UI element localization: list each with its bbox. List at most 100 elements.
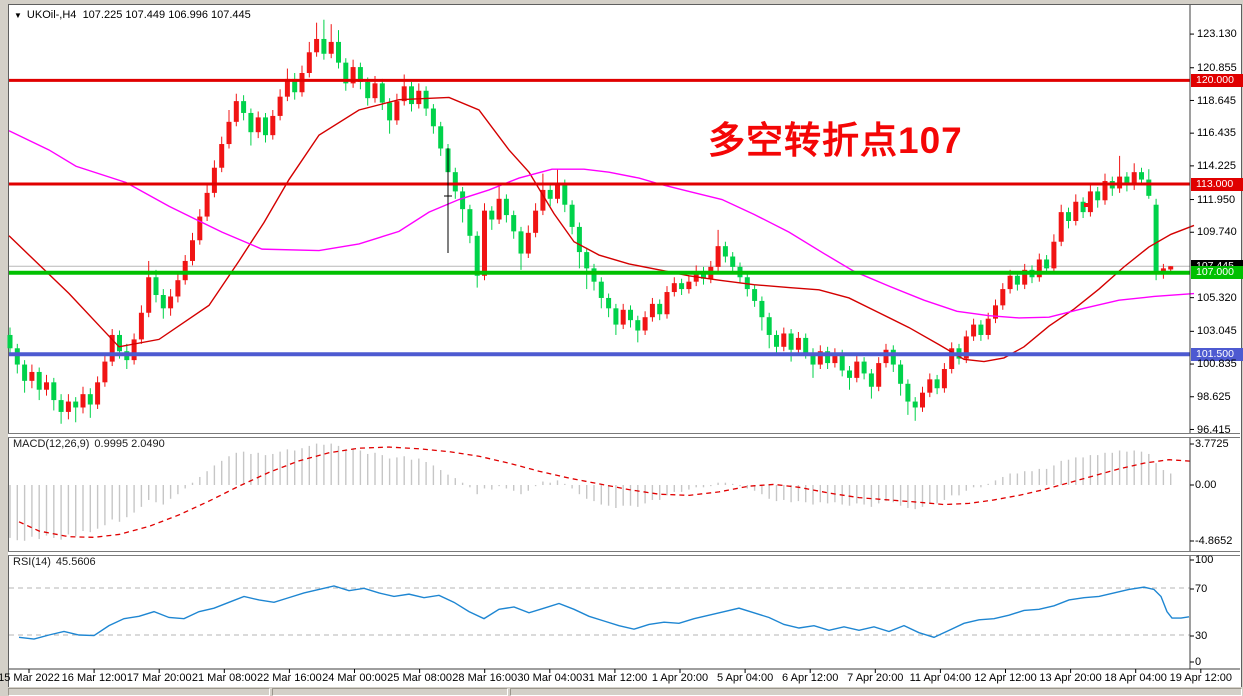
candle-body-up[interactable] <box>795 337 801 350</box>
candle-body-down[interactable] <box>73 401 79 408</box>
candle-body-up[interactable] <box>1051 241 1057 269</box>
candle-body-up[interactable] <box>350 67 356 84</box>
candle-body-down[interactable] <box>839 354 845 371</box>
candle-body-up[interactable] <box>949 348 955 369</box>
candle-body-up[interactable] <box>65 401 71 412</box>
candle-body-down[interactable] <box>635 320 641 331</box>
candle-body-up[interactable] <box>226 121 232 145</box>
candle-body-up[interactable] <box>168 296 174 309</box>
candle-body-down[interactable] <box>628 309 633 321</box>
time-axis-label[interactable]: 13 Apr 20:00 <box>1039 672 1102 684</box>
chart-canvas[interactable] <box>7 4 1242 688</box>
candle-body-down[interactable] <box>890 349 896 365</box>
candle-body-up[interactable] <box>1036 259 1042 278</box>
time-axis-label[interactable]: 28 Mar 16:00 <box>452 672 518 684</box>
candle-body-down[interactable] <box>241 101 247 113</box>
candle-body-up[interactable] <box>854 361 860 378</box>
candle-body-up[interactable] <box>204 192 210 217</box>
candle-body-down[interactable] <box>898 364 904 384</box>
candle-body-up[interactable] <box>416 90 422 105</box>
candle-body-down[interactable] <box>321 38 327 54</box>
candle-body-up[interactable] <box>832 354 838 364</box>
candle-body-up[interactable] <box>1022 269 1028 285</box>
candle-body-down[interactable] <box>248 112 254 133</box>
candle-body-down[interactable] <box>803 337 809 353</box>
candle-body-up[interactable] <box>306 52 312 73</box>
candle-body-up[interactable] <box>496 198 502 220</box>
candle-body-down[interactable] <box>810 352 816 365</box>
candle-body-down[interactable] <box>861 361 867 374</box>
candle-body-down[interactable] <box>14 348 20 365</box>
candle-body-up[interactable] <box>664 292 670 315</box>
candle-body-down[interactable] <box>160 295 166 309</box>
candle-body-down[interactable] <box>387 102 393 121</box>
ma-fast-line[interactable] <box>8 96 1195 363</box>
pane-splitter-macd-rsi[interactable] <box>8 551 1240 556</box>
candle-body-up[interactable] <box>817 351 823 365</box>
pane-splitter-main-macd[interactable] <box>8 433 1240 438</box>
candle-body-up[interactable] <box>963 336 969 359</box>
candle-body-down[interactable] <box>503 198 509 216</box>
time-axis-label[interactable]: 31 Mar 12:00 <box>582 672 648 684</box>
candle-body-up[interactable] <box>920 392 925 408</box>
candle-body-down[interactable] <box>474 235 480 276</box>
candle-body-down[interactable] <box>591 268 597 282</box>
candle-body-down[interactable] <box>58 400 64 412</box>
candle-body-down[interactable] <box>153 277 159 295</box>
candle-body-down[interactable] <box>343 62 349 84</box>
time-axis-label[interactable]: 1 Apr 20:00 <box>651 672 709 684</box>
candle-body-up[interactable] <box>555 184 560 199</box>
candle-body-down[interactable] <box>584 252 590 269</box>
candle-body-down[interactable] <box>22 364 28 381</box>
candle-body-down[interactable] <box>357 67 363 82</box>
candle-body-down[interactable] <box>1014 275 1020 285</box>
candle-body-down[interactable] <box>569 204 575 227</box>
candle-body-up[interactable] <box>284 78 290 97</box>
candle-body-up[interactable] <box>1000 289 1006 306</box>
candle-body-up[interactable] <box>102 361 108 383</box>
candle-body-down[interactable] <box>679 283 685 290</box>
candle-body-down[interactable] <box>365 81 371 99</box>
candle-body-down[interactable] <box>87 394 93 405</box>
candle-body-down[interactable] <box>730 256 736 267</box>
candle-body-up[interactable] <box>883 349 889 364</box>
candle-body-up[interactable] <box>671 283 677 293</box>
candle-body-down[interactable] <box>613 308 619 325</box>
candle-body-down[interactable] <box>576 226 582 253</box>
candle-body-up[interactable] <box>255 117 261 133</box>
candle-body-down[interactable] <box>978 324 984 335</box>
candle-body-down[interactable] <box>263 117 268 136</box>
candle-body-up[interactable] <box>109 334 115 362</box>
symbol-dropdown-icon[interactable]: ▼ <box>14 11 22 20</box>
candle-body-up[interactable] <box>219 144 225 168</box>
candle-body-down[interactable] <box>774 334 779 347</box>
candle-body-up[interactable] <box>1160 268 1166 273</box>
candle-body-up[interactable] <box>175 280 181 297</box>
candle-body-up[interactable] <box>138 312 144 340</box>
candle-body-down[interactable] <box>1066 212 1071 221</box>
candle-body-up[interactable] <box>533 210 539 233</box>
candle-body-up[interactable] <box>1131 172 1137 186</box>
candle-body-down[interactable] <box>117 334 122 352</box>
candle-body-up[interactable] <box>482 210 487 276</box>
time-axis-label[interactable]: 5 Apr 04:00 <box>716 672 774 684</box>
candle-body-down[interactable] <box>1153 204 1159 273</box>
candle-body-down[interactable] <box>766 317 772 335</box>
candle-body-up[interactable] <box>927 379 933 393</box>
candle-body-up[interactable] <box>29 371 35 381</box>
candle-body-down[interactable] <box>1146 179 1152 196</box>
candle-body-down[interactable] <box>430 108 436 127</box>
candle-body-down[interactable] <box>934 379 940 389</box>
candle-body-down[interactable] <box>7 334 13 349</box>
candle-body-down[interactable] <box>409 86 414 105</box>
candle-body-down[interactable] <box>547 189 553 199</box>
time-axis-label[interactable]: 21 Mar 08:00 <box>191 672 257 684</box>
candle-body-up[interactable] <box>328 41 334 54</box>
candle-body-down[interactable] <box>825 351 831 364</box>
rsi-line[interactable] <box>18 585 1190 640</box>
candle-body-up[interactable] <box>1168 266 1174 270</box>
time-axis-label[interactable]: 17 Mar 20:00 <box>126 672 192 684</box>
candle-body-down[interactable] <box>868 373 874 387</box>
time-axis-label[interactable]: 24 Mar 00:00 <box>322 672 387 684</box>
candle-body-down[interactable] <box>336 41 341 63</box>
